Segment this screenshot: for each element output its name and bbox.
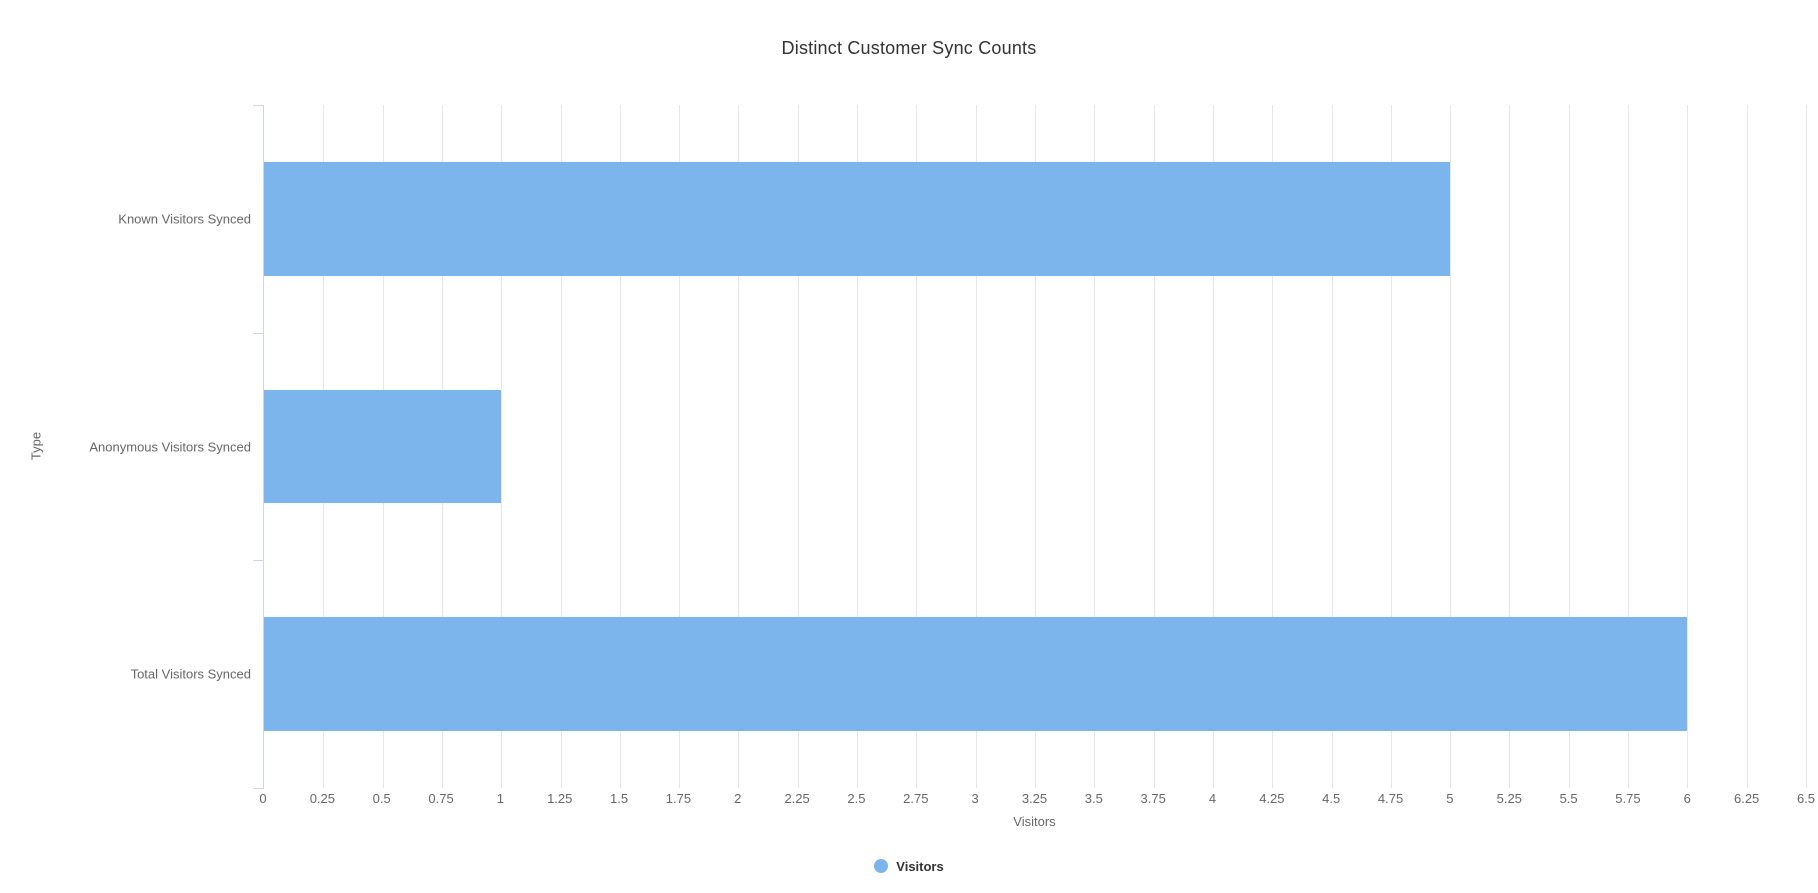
legend-label: Visitors [896,858,944,874]
gridline [501,105,503,788]
x-axis-tick-label: 3.5 [1084,791,1103,806]
category-label-known-visitors-synced: Known Visitors Synced [118,211,251,227]
y-axis-tick [253,788,264,789]
x-axis-tick-label: 1 [496,791,504,806]
gridline [619,105,621,788]
x-axis-tick-label: 3 [971,791,979,806]
gridline [797,105,799,788]
y-axis-tick [253,560,264,562]
x-axis-tick-label: 3.75 [1140,791,1166,806]
x-axis-tick-label: 2.75 [903,791,929,806]
x-axis-tick-label: 6 [1683,791,1691,806]
gridline [1687,105,1689,788]
gridline [1390,105,1392,788]
x-axis-tick-label: 4.25 [1259,791,1285,806]
x-axis-tick-label: 0.25 [309,791,335,806]
gridline [1509,105,1511,788]
category-labels: Known Visitors Synced Anonymous Visitors … [0,105,251,788]
bar-anonymous-visitors-synced[interactable] [264,389,502,504]
bar-total-visitors-synced[interactable] [264,617,1688,732]
gridline [1094,105,1096,788]
gridline [1628,105,1630,788]
x-axis-tick-label: 4 [1208,791,1217,806]
legend-item-visitors[interactable]: Visitors [874,858,944,874]
gridline [1450,105,1452,788]
gridline [1272,105,1274,788]
gridline [916,105,918,788]
gridline [1331,105,1333,788]
y-axis-tick [253,332,264,334]
x-axis-tick-label: 1.5 [610,791,629,806]
gridline [1212,105,1214,788]
gridline [857,105,859,788]
x-axis-tick-label: 0.5 [372,791,391,806]
x-axis-tick-label: 5 [1446,791,1454,806]
gridline [1806,105,1807,788]
x-tick-labels: 0 0.25 0.5 0.75 1 1.25 1.5 1.75 2 2.25 2.5 2.75 3 3.2… [259,791,1815,811]
gridline [1568,105,1570,788]
x-axis-tick-label: 2.25 [784,791,810,806]
x-axis-tick-label: 0.75 [428,791,454,806]
legend-marker-icon [874,859,889,873]
x-axis-tick-label: 5.5 [1559,791,1578,806]
x-axis-tick-label: 0 [259,791,267,806]
x-axis-tick-label: 4.5 [1322,791,1341,806]
x-axis-tick-label: 4.75 [1377,791,1404,806]
plot-area [253,105,1807,789]
bar-known-visitors-synced[interactable] [264,161,1451,276]
x-axis-tick-label: 5.75 [1615,791,1641,806]
chart-title: Distinct Customer Sync Counts [781,38,1037,58]
x-axis-tick-label: 3.25 [1021,791,1048,806]
gridline [679,105,681,788]
x-axis-tick-label: 5.25 [1496,791,1522,806]
category-label-anonymous-visitors-synced: Anonymous Visitors Synced [89,439,251,454]
x-axis-tick-label: 1.25 [547,791,573,806]
gridline [1153,105,1155,788]
x-axis-tick-label: 2.5 [847,791,866,806]
y-axis-tick [253,105,264,106]
gridline [1035,105,1036,788]
category-label-total-visitors-synced: Total Visitors Synced [130,666,251,682]
legend: Visitors [0,852,1818,880]
x-axis-tick-label: 6.5 [1796,791,1816,806]
gridline [975,105,977,788]
x-axis-tick-label: 1.75 [665,791,692,806]
x-axis-tick-label: 2 [734,791,742,806]
x-axis-title: Visitors [1013,814,1056,829]
x-axis-tick-label: 6.25 [1733,791,1760,806]
gridline [1746,105,1748,788]
gridline [738,105,740,788]
gridline [560,105,562,788]
